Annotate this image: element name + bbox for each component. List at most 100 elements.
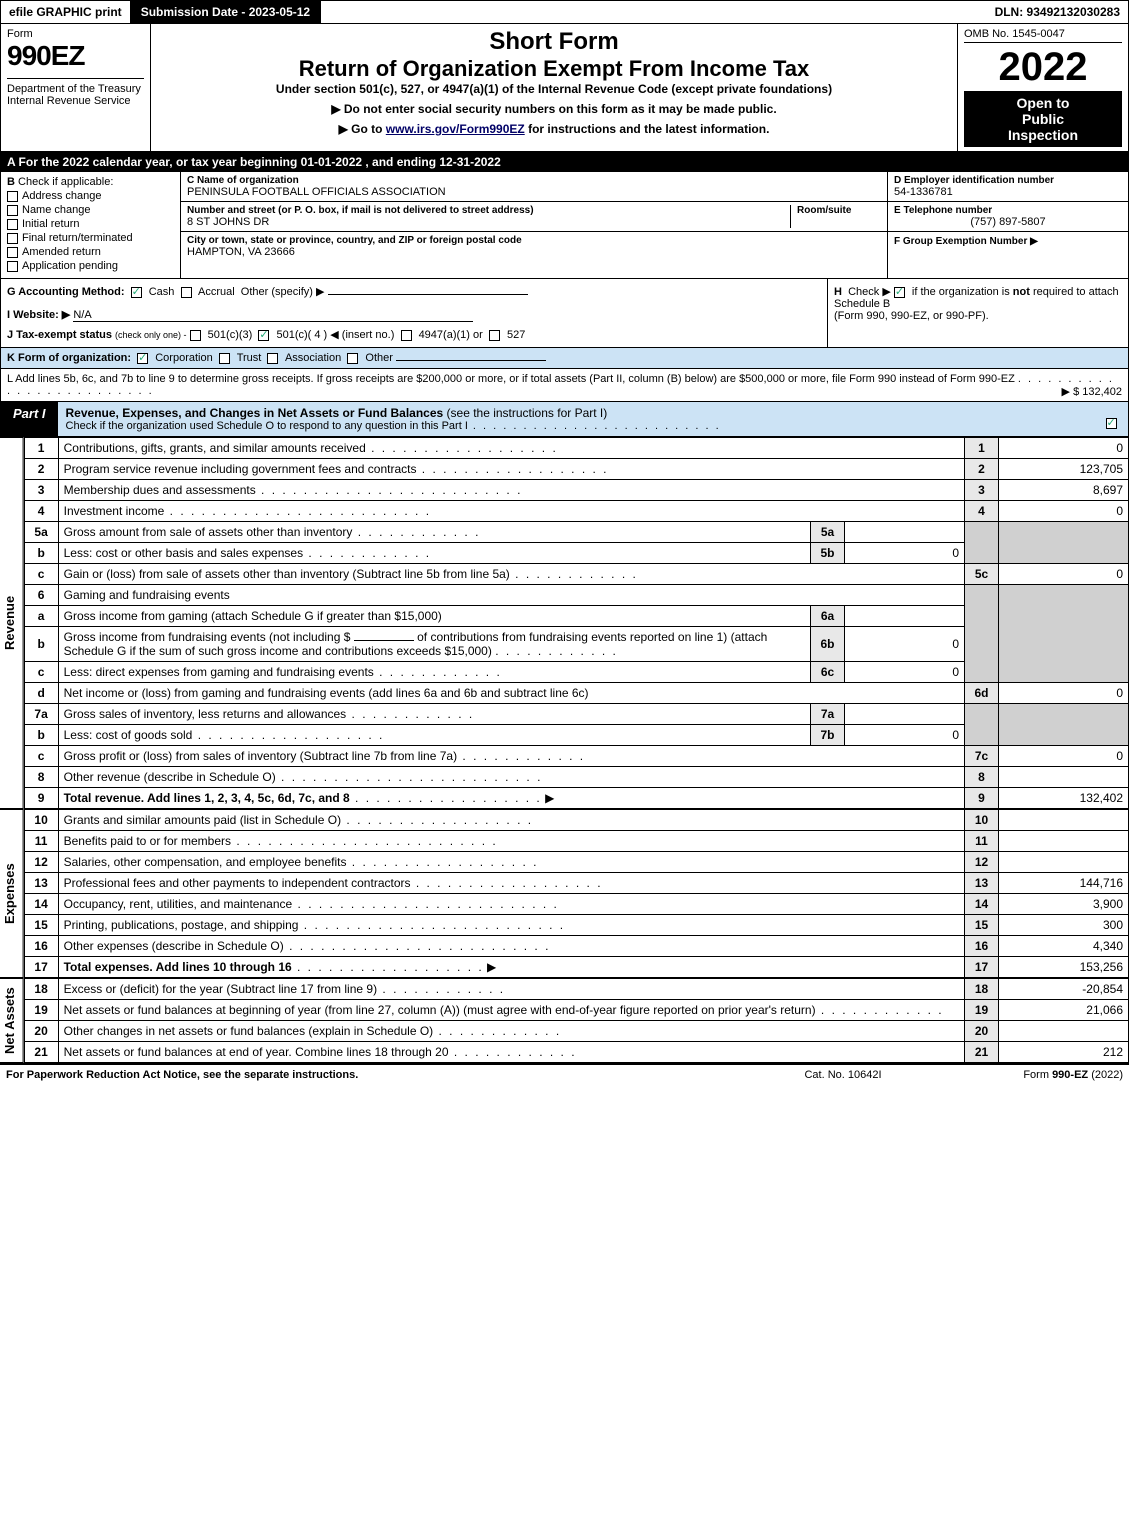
cat-number: Cat. No. 10642I: [743, 1069, 943, 1081]
line-val: 0: [999, 564, 1129, 585]
line-desc: Contributions, gifts, grants, and simila…: [58, 438, 964, 459]
line-desc: Gross sales of inventory, less returns a…: [58, 704, 810, 725]
line-desc: Investment income: [58, 501, 964, 522]
chk-4947-icon[interactable]: [401, 330, 412, 341]
title-main: Return of Organization Exempt From Incom…: [161, 56, 947, 82]
line-17: 17 Total expenses. Add lines 10 through …: [24, 957, 1128, 978]
checkbox-cash-icon[interactable]: [131, 287, 142, 298]
sub-val: 0: [845, 662, 965, 683]
line-val: 144,716: [999, 873, 1129, 894]
col-b-text: Check if applicable:: [18, 176, 113, 188]
h-text2: if the organization is: [912, 286, 1013, 298]
j-4947: 4947(a)(1) or: [419, 329, 483, 341]
note2-pre: ▶ Go to: [339, 122, 386, 136]
chk-amended-return[interactable]: Amended return: [7, 246, 174, 258]
line-desc: Other expenses (describe in Schedule O): [58, 936, 964, 957]
line-6d: d Net income or (loss) from gaming and f…: [24, 683, 1128, 704]
chk-initial-return[interactable]: Initial return: [7, 218, 174, 230]
line-rnum: 13: [965, 873, 999, 894]
line-rnum: 15: [965, 915, 999, 936]
chk-trust-icon[interactable]: [219, 353, 230, 364]
chk-501c-icon[interactable]: [258, 330, 269, 341]
address-row: Number and street (or P. O. box, if mail…: [181, 202, 887, 232]
line-rnum: 8: [965, 767, 999, 788]
j-label: J Tax-exempt status: [7, 329, 112, 341]
dots-icon: [292, 897, 559, 911]
gray-block: [965, 704, 999, 746]
checkbox-icon: [7, 261, 18, 272]
dots-icon: [298, 918, 565, 932]
dots-icon: [411, 876, 603, 890]
chk-501c3-icon[interactable]: [190, 330, 201, 341]
irs-link[interactable]: www.irs.gov/Form990EZ: [386, 122, 525, 136]
dots-icon: [350, 791, 542, 805]
g-label: G Accounting Method:: [7, 286, 125, 298]
j-501c3: 501(c)(3): [208, 329, 253, 341]
line-val: [999, 767, 1129, 788]
line-6b: b Gross income from fundraising events (…: [24, 627, 1128, 662]
line-val: 0: [999, 746, 1129, 767]
chk-application-pending[interactable]: Application pending: [7, 260, 174, 272]
chk-corporation-icon[interactable]: [137, 353, 148, 364]
net-assets-section: Net Assets 18 Excess or (deficit) for th…: [0, 978, 1129, 1063]
k-other-input[interactable]: [396, 360, 546, 361]
h-not: not: [1013, 286, 1030, 298]
dots-icon: [374, 665, 502, 679]
omb-number: OMB No. 1545-0047: [964, 28, 1122, 43]
part-i-header: Part I Revenue, Expenses, and Changes in…: [0, 402, 1129, 437]
part-i-title: Revenue, Expenses, and Changes in Net As…: [58, 402, 1098, 436]
sub-val: [845, 606, 965, 627]
revenue-section: Revenue 1 Contributions, gifts, grants, …: [0, 437, 1129, 809]
chk-association-icon[interactable]: [267, 353, 278, 364]
line-5c: c Gain or (loss) from sale of assets oth…: [24, 564, 1128, 585]
line-num: 21: [24, 1042, 58, 1063]
dots-icon: [192, 728, 384, 742]
chk-527-icon[interactable]: [489, 330, 500, 341]
line-val: [999, 810, 1129, 831]
dots-icon: [346, 855, 538, 869]
chk-address-change[interactable]: Address change: [7, 190, 174, 202]
line-desc: Printing, publications, postage, and shi…: [58, 915, 964, 936]
line-num: 6: [24, 585, 58, 606]
org-address: 8 ST JOHNS DR: [187, 216, 784, 228]
line-rnum: 4: [965, 501, 999, 522]
sub-val: [845, 704, 965, 725]
header-right: OMB No. 1545-0047 2022 Open to Public In…: [958, 24, 1128, 151]
line-19: 19 Net assets or fund balances at beginn…: [24, 1000, 1128, 1021]
line-9: 9 Total revenue. Add lines 1, 2, 3, 4, 5…: [24, 788, 1128, 809]
line-val: [999, 852, 1129, 873]
line-desc: Salaries, other compensation, and employ…: [58, 852, 964, 873]
line-num: 20: [24, 1021, 58, 1042]
chk-other-icon[interactable]: [347, 353, 358, 364]
dots-icon: [457, 749, 585, 763]
sub-num: 6b: [811, 627, 845, 662]
efile-label[interactable]: efile GRAPHIC print: [1, 1, 131, 23]
expenses-label: Expenses: [0, 809, 24, 978]
section-h: H Check ▶ if the organization is not req…: [828, 279, 1128, 347]
k-other: Other: [365, 352, 393, 364]
dots-icon: [433, 1024, 561, 1038]
line-val: 4,340: [999, 936, 1129, 957]
submission-date: Submission Date - 2023-05-12: [131, 1, 321, 23]
line-desc: Total revenue. Add lines 1, 2, 3, 4, 5c,…: [58, 788, 964, 809]
chk-schedule-o-icon[interactable]: [1106, 418, 1117, 429]
inspection-3: Inspection: [966, 127, 1120, 143]
line-14: 14 Occupancy, rent, utilities, and maint…: [24, 894, 1128, 915]
line-desc: Occupancy, rent, utilities, and maintena…: [58, 894, 964, 915]
dots-icon: [292, 960, 484, 974]
g-other-input[interactable]: [328, 294, 528, 295]
k-trust: Trust: [237, 352, 262, 364]
col-b-label: B: [7, 176, 15, 188]
gray-block: [999, 704, 1129, 746]
checkbox-accrual-icon[interactable]: [181, 287, 192, 298]
chk-final-return[interactable]: Final return/terminated: [7, 232, 174, 244]
line-num: 13: [24, 873, 58, 894]
chk-schedule-b-icon[interactable]: [894, 287, 905, 298]
line-desc: Benefits paid to or for members: [58, 831, 964, 852]
h-label: H: [834, 286, 842, 298]
g-other: Other (specify) ▶: [241, 286, 325, 298]
k-label: K Form of organization:: [7, 352, 131, 364]
line-desc: Other changes in net assets or fund bala…: [58, 1021, 964, 1042]
chk-name-change[interactable]: Name change: [7, 204, 174, 216]
dots-icon: [231, 834, 498, 848]
